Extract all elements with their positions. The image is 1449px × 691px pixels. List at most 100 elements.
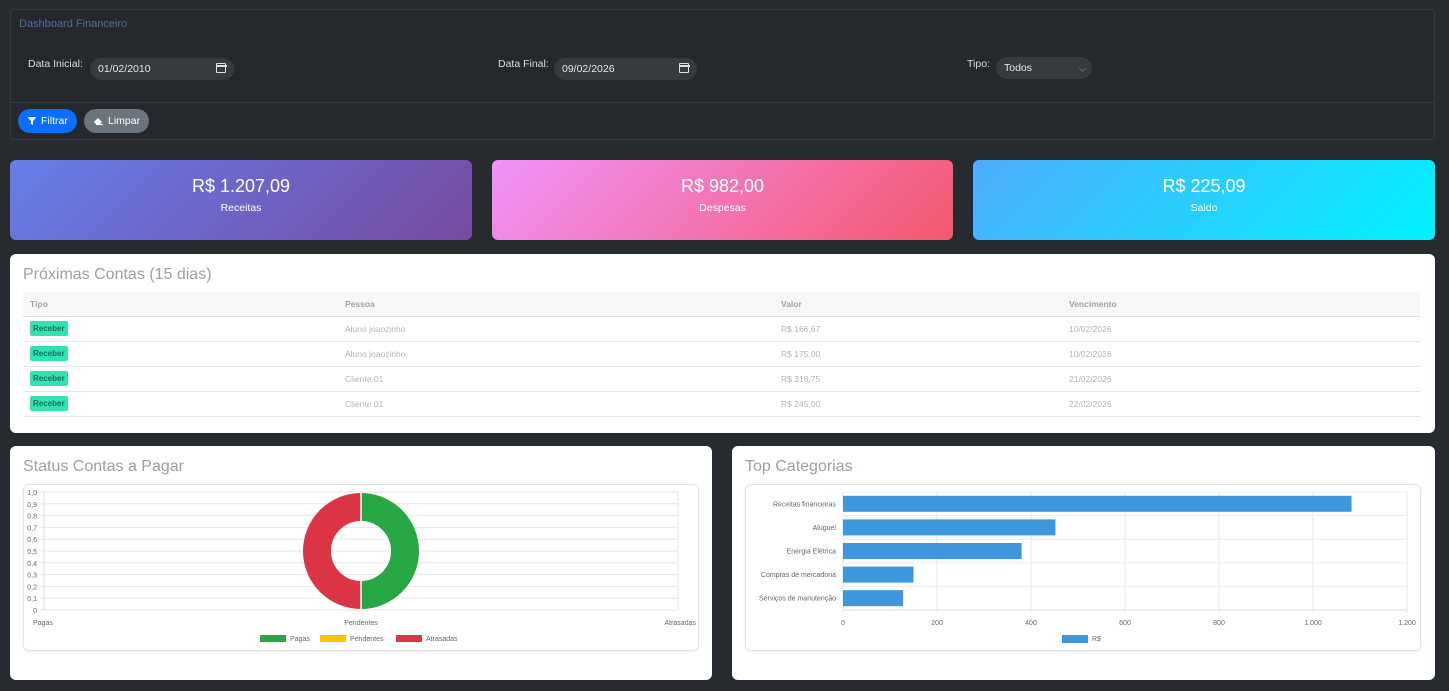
table-row: Receber Aluno joaozinho R$ 166,67 10/02/… — [23, 316, 1420, 342]
column-header-valor: Valor — [774, 292, 1062, 317]
table-header-row: Tipo Pessoa Valor Vencimento — [23, 292, 1420, 317]
y-tick-label: 0,8 — [27, 514, 37, 521]
despesas-card: R$ 982,00 Despesas — [492, 160, 953, 240]
legend-label: R$ — [1092, 636, 1101, 643]
bar — [843, 590, 904, 607]
x-tick-label: 1.000 — [1304, 620, 1322, 627]
categorias-chart-container: 0 200 400 600 800 1.000 1.200 Receitas financei… — [745, 484, 1421, 651]
y-tick-label: 0,6 — [27, 537, 37, 544]
donut-slice-atrasadas — [303, 493, 362, 609]
legend-swatch — [396, 635, 422, 642]
vencimento-cell: 10/02/2026 — [1062, 316, 1420, 342]
despesas-label: Despesas — [699, 202, 746, 214]
y-tick-label: Serviços de manutenção — [759, 596, 836, 603]
eraser-icon — [94, 118, 103, 126]
despesas-value: R$ 982,00 — [680, 176, 765, 196]
donut-slice-pagas — [360, 493, 419, 609]
y-tick-label: Energia Elétrica — [787, 549, 837, 556]
status-donut-chart: 1,0 0,9 0,8 0,7 0,6 0,5 0,4 0,3 0,2 0,1 0 Pagas Pend… — [27, 490, 696, 643]
top-categorias-panel: Top Categorias 0 200 400 600 800 1.000 1.200 Re… — [732, 446, 1435, 680]
legend-label: Pendentes — [350, 636, 384, 643]
tipo-select[interactable]: Todos — [996, 57, 1092, 79]
receber-badge: Receber — [30, 396, 68, 411]
y-tick-label: 0,9 — [27, 502, 37, 509]
valor-cell: R$ 318,75 — [774, 366, 1062, 392]
calendar-icon[interactable] — [678, 63, 690, 73]
y-tick-label: 0,3 — [27, 573, 37, 580]
y-tick-label: 0,7 — [27, 525, 37, 532]
data-inicial-input[interactable]: 01/02/2010 — [90, 58, 234, 80]
proximas-contas-table: Tipo Pessoa Valor Vencimento Receber Alu… — [23, 292, 1420, 417]
top-categorias-title: Top Categorias — [745, 458, 853, 475]
tipo-cell: Receber — [23, 391, 338, 417]
table-row: Receber Aluno joaozinho R$ 175,00 10/02/… — [23, 341, 1420, 367]
pessoa-cell: Aluno joaozinho — [338, 341, 774, 367]
y-tick-label: 0,1 — [27, 596, 37, 603]
status-chart-container: 1,0 0,9 0,8 0,7 0,6 0,5 0,4 0,3 0,2 0,1 0 Pagas Pend… — [23, 484, 699, 651]
y-tick-label: Compras de mercadoria — [761, 572, 836, 579]
receber-badge: Receber — [30, 346, 68, 361]
saldo-value: R$ 225,09 — [1162, 176, 1246, 196]
y-tick-label: 0,2 — [27, 584, 37, 591]
column-header-pessoa: Pessoa — [338, 292, 774, 317]
receitas-label: Receitas — [220, 202, 262, 214]
limpar-label: Limpar — [108, 115, 141, 127]
vencimento-cell: 21/02/2026 — [1062, 366, 1420, 392]
divider — [11, 102, 1434, 103]
valor-cell: R$ 166,67 — [774, 316, 1062, 342]
data-inicial-label: Data Inicial: — [28, 58, 83, 70]
table-row: Receber Cliente 01 R$ 318,75 21/02/2026 — [23, 366, 1420, 392]
y-tick-label: 0,5 — [27, 549, 37, 556]
vencimento-cell: 10/02/2026 — [1062, 341, 1420, 367]
saldo-card: R$ 225,09 Saldo — [973, 160, 1435, 240]
status-contas-title: Status Contas a Pagar — [23, 458, 184, 475]
status-contas-panel: Status Contas a Pagar 1,0 0,9 0,8 0,7 0,6 0,5… — [10, 446, 712, 680]
x-tick-label: 1.200 — [1398, 620, 1416, 627]
legend-swatch — [260, 635, 286, 642]
pessoa-cell: Cliente 01 — [338, 366, 774, 392]
saldo-label: Saldo — [1190, 202, 1218, 214]
column-header-vencimento: Vencimento — [1062, 292, 1420, 317]
tipo-cell: Receber — [23, 316, 338, 342]
categorias-bar-chart: 0 200 400 600 800 1.000 1.200 Receitas financei… — [759, 491, 1416, 643]
bar — [843, 495, 1352, 512]
data-final-input[interactable]: 09/02/2026 — [554, 58, 697, 80]
filtrar-label: Filtrar — [41, 115, 68, 127]
calendar-icon[interactable] — [215, 63, 227, 73]
vencimento-cell: 22/02/2026 — [1062, 391, 1420, 417]
data-final-value: 09/02/2026 — [562, 63, 615, 75]
x-tick-label: Pendentes — [344, 620, 378, 627]
y-tick-label: 1,0 — [27, 490, 37, 497]
x-tick-label: 600 — [1119, 620, 1131, 627]
tipo-cell: Receber — [23, 341, 338, 367]
bar — [843, 519, 1056, 536]
x-tick-label: 0 — [841, 620, 845, 627]
legend-label: Pagas — [290, 636, 310, 643]
valor-cell: R$ 245,00 — [774, 391, 1062, 417]
proximas-contas-panel: Próximas Contas (15 dias) Tipo Pessoa Va… — [10, 254, 1435, 433]
x-tick-label: 400 — [1025, 620, 1037, 627]
pessoa-cell: Cliente 01 — [338, 391, 774, 417]
legend-swatch — [320, 635, 346, 642]
data-final-label: Data Final: — [498, 58, 549, 70]
filtrar-button[interactable]: Filtrar — [18, 109, 77, 133]
y-tick-label: Receitas financeiras — [773, 501, 837, 508]
tipo-label: Tipo: — [967, 58, 990, 70]
x-tick-label: Pagas — [33, 620, 53, 627]
proximas-contas-title: Próximas Contas (15 dias) — [23, 266, 212, 283]
column-header-tipo: Tipo — [23, 292, 338, 317]
legend-label: Atrasadas — [426, 636, 458, 643]
receber-badge: Receber — [30, 371, 68, 386]
y-tick-label: Aluguel — [813, 525, 837, 532]
x-tick-label: 200 — [931, 620, 943, 627]
limpar-button[interactable]: Limpar — [84, 109, 150, 133]
receitas-value: R$ 1.207,09 — [191, 176, 291, 196]
valor-cell: R$ 175,00 — [774, 341, 1062, 367]
legend-swatch — [1062, 635, 1088, 643]
y-tick-label: 0,4 — [27, 561, 37, 568]
x-tick-label: 800 — [1213, 620, 1225, 627]
bar — [843, 566, 914, 583]
dashboard-title: Dashboard Financeiro — [19, 18, 128, 30]
x-tick-label: Atrasadas — [664, 620, 696, 627]
data-inicial-value: 01/02/2010 — [98, 63, 151, 75]
